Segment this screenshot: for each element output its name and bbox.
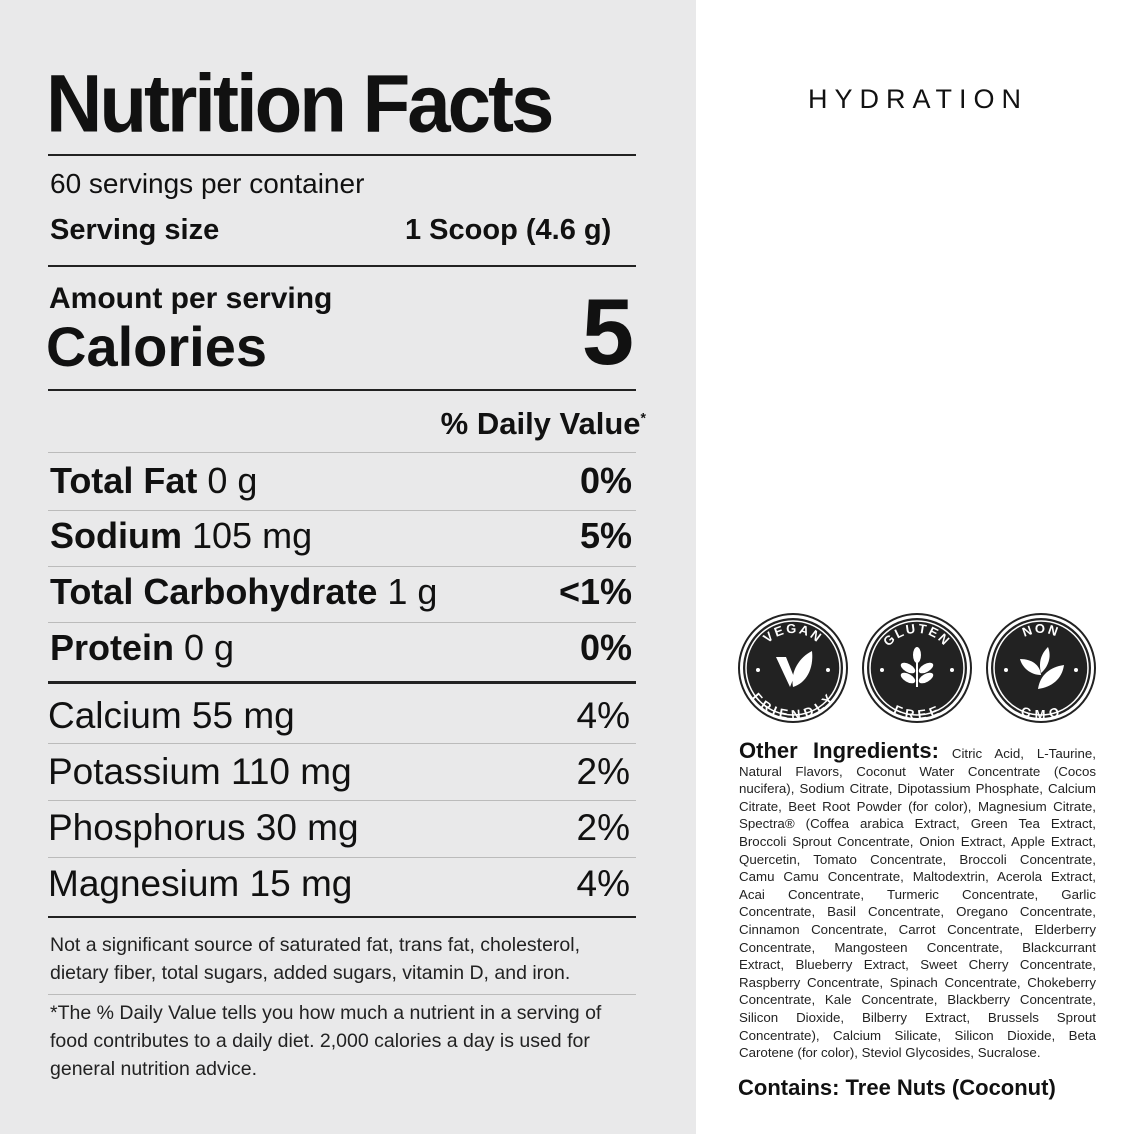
- calories-value: 5: [581, 279, 634, 384]
- nutrient-dv: <1%: [558, 571, 632, 612]
- daily-value-footnote: *The % Daily Value tells you how much a …: [50, 1002, 602, 1080]
- divider: [48, 154, 636, 156]
- not-significant-note: Not a significant source of saturated fa…: [50, 934, 581, 984]
- divider: [48, 510, 636, 511]
- daily-value-asterisk: *: [640, 409, 646, 426]
- nutrient-dv: 5%: [579, 515, 632, 556]
- serving-size-value: 1 Scoop (4.6 g): [405, 214, 612, 246]
- badge-bottom-text: GMO: [1019, 703, 1061, 722]
- mineral-dv: 4%: [576, 863, 630, 904]
- product-name: HYDRATION: [808, 84, 1029, 114]
- nutrient-name: Total Fat: [50, 460, 198, 501]
- divider: [48, 265, 636, 267]
- divider: [48, 857, 636, 858]
- nutrient-row-total-fat: Total Fat 0 g 0%: [50, 460, 632, 502]
- divider: [48, 681, 636, 684]
- mineral-row-magnesium: Magnesium 15 mg 4%: [48, 863, 630, 905]
- svg-text:NON: NON: [1020, 621, 1062, 640]
- wheat-icon: [900, 647, 934, 687]
- ingredients-label: Other Ingredients:: [739, 738, 939, 763]
- allergen-statement: Contains: Tree Nuts (Coconut): [738, 1075, 1056, 1100]
- badge-top-text: NON: [1020, 621, 1060, 640]
- divider: [48, 800, 636, 801]
- nutrient-name: Protein: [50, 627, 175, 668]
- nutrient-amount: 105 mg: [192, 515, 313, 556]
- nutrient-amount: 0 g: [207, 460, 258, 501]
- nutrient-name: Sodium: [50, 515, 182, 556]
- mineral-name: Calcium 55 mg: [48, 695, 295, 736]
- serving-size-label: Serving size: [50, 214, 220, 246]
- divider: [48, 743, 636, 744]
- mineral-name: Potassium 110 mg: [48, 751, 352, 792]
- nutrition-facts-panel: Nutrition Facts 60 servings per containe…: [0, 0, 696, 1134]
- divider: [48, 389, 636, 391]
- daily-value-header: % Daily Value*: [441, 406, 646, 442]
- divider: [48, 994, 636, 995]
- gluten-free-badge: GLUTEN FREE: [862, 613, 972, 723]
- mineral-dv: 2%: [576, 807, 630, 848]
- nutrient-amount: 1 g: [387, 571, 438, 612]
- vegan-friendly-badge: VEGAN FRIENDLY: [738, 613, 848, 723]
- amount-per-serving: Amount per serving: [49, 282, 333, 315]
- nutrient-row-total-carbohydrate: Total Carbohydrate 1 g <1%: [50, 571, 632, 613]
- mineral-row-potassium: Potassium 110 mg 2%: [48, 751, 630, 793]
- mineral-name: Magnesium 15 mg: [48, 863, 353, 904]
- mineral-row-calcium: Calcium 55 mg 4%: [48, 695, 630, 737]
- nutrient-amount: 0 g: [184, 627, 235, 668]
- nutrient-row-sodium: Sodium 105 mg 5%: [50, 515, 632, 557]
- calories-label: Calories: [46, 315, 267, 378]
- nutrient-row-protein: Protein 0 g 0%: [50, 627, 632, 669]
- non-gmo-badge: NON GMO: [986, 613, 1096, 723]
- daily-value-text: % Daily Value: [440, 406, 641, 441]
- nutrient-dv: 0%: [579, 627, 632, 668]
- mineral-dv: 2%: [576, 751, 630, 792]
- ingredients-list: Other Ingredients: Citric Acid, L-Taurin…: [739, 740, 1096, 1062]
- svg-text:GMO: GMO: [1019, 703, 1063, 722]
- nutrient-name: Total Carbohydrate: [50, 571, 378, 612]
- nutrient-dv: 0%: [579, 460, 632, 501]
- divider: [48, 916, 636, 918]
- mineral-name: Phosphorus 30 mg: [48, 807, 359, 848]
- leaves-icon: [1020, 647, 1064, 689]
- divider: [48, 622, 636, 623]
- nutrition-facts-title: Nutrition Facts: [46, 56, 554, 150]
- mineral-row-phosphorus: Phosphorus 30 mg 2%: [48, 807, 630, 849]
- divider: [48, 566, 636, 567]
- servings-per-container: 60 servings per container: [50, 168, 365, 199]
- divider: [48, 452, 636, 453]
- ingredients-text: Citric Acid, L-Taurine, Natural Flavors,…: [739, 746, 1096, 1061]
- leaf-check-icon: [776, 651, 813, 687]
- mineral-dv: 4%: [576, 695, 630, 736]
